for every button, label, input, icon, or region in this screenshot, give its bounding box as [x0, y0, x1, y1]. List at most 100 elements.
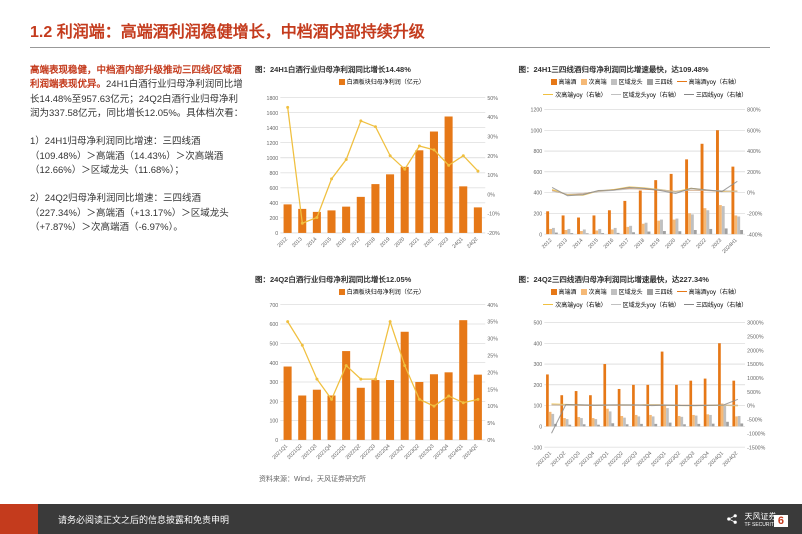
svg-text:2022: 2022: [695, 238, 708, 251]
chart-tr-title: 图：24H1三四线酒归母净利润同比增速最快，达109.48%: [519, 64, 773, 75]
svg-text:400%: 400%: [747, 149, 761, 155]
svg-text:1200: 1200: [530, 108, 542, 114]
chart-bl-title: 图：24Q2白酒行业归母净利润同比增长12.05%: [255, 274, 509, 285]
chart-br-title: 图：24Q2三四线酒归母净利润同比增速最快，达227.34%: [519, 274, 773, 285]
svg-text:400: 400: [269, 361, 278, 367]
svg-text:0: 0: [539, 232, 542, 238]
svg-text:600: 600: [533, 170, 542, 176]
svg-text:30%: 30%: [487, 134, 498, 140]
svg-text:-10%: -10%: [487, 212, 500, 218]
svg-text:2018: 2018: [633, 238, 646, 251]
footer: 请务必阅读正文之后的信息披露和免责申明 天风证券 TF SECURITIES: [0, 504, 802, 534]
content: 高端表现稳健，中档酒内部升级推动三四线/区域酒利润端表现优异。24H1白酒行业归…: [0, 56, 802, 484]
svg-text:1200: 1200: [267, 141, 279, 147]
svg-text:1800: 1800: [267, 96, 279, 102]
svg-text:2022: 2022: [423, 236, 436, 249]
charts-grid: 图：24H1白酒行业归母净利润同比增长14.48% 白酒板块归母净利润（亿元） …: [255, 64, 772, 484]
svg-text:500: 500: [533, 321, 542, 327]
svg-text:400: 400: [533, 341, 542, 347]
svg-text:2015: 2015: [587, 238, 600, 251]
svg-text:2012: 2012: [277, 236, 290, 249]
svg-text:0: 0: [275, 438, 278, 444]
svg-text:0%: 0%: [747, 404, 755, 410]
svg-text:200: 200: [269, 216, 278, 222]
footer-bar: 请务必阅读正文之后的信息披露和免责申明 天风证券 TF SECURITIES: [38, 504, 802, 534]
chart-tr-legend: 高端酒次高端区域龙头三四线高端酒yoy（右轴）次高端yoy（右轴）区域龙头yoy…: [519, 77, 773, 99]
svg-text:2013: 2013: [291, 236, 304, 249]
svg-text:200: 200: [533, 383, 542, 389]
svg-text:100: 100: [533, 404, 542, 410]
svg-text:2018: 2018: [364, 236, 377, 249]
svg-text:2015: 2015: [320, 236, 333, 249]
svg-text:40%: 40%: [487, 115, 498, 121]
svg-text:20%: 20%: [487, 154, 498, 160]
para-3: 2）24Q2归母净利润同比增速：三四线酒（227.34%）＞高端酒（+13.17…: [30, 192, 247, 235]
page-number: 6: [774, 515, 788, 527]
svg-text:2017: 2017: [350, 236, 363, 249]
footer-accent: [0, 504, 38, 534]
svg-text:2021: 2021: [408, 236, 421, 249]
svg-text:3000%: 3000%: [747, 321, 764, 327]
chart-tr: 图：24H1三四线酒归母净利润同比增速最快，达109.48% 高端酒次高端区域龙…: [519, 64, 773, 268]
svg-text:-400%: -400%: [747, 232, 763, 238]
svg-text:50%: 50%: [487, 96, 498, 102]
svg-text:40%: 40%: [487, 303, 498, 309]
svg-text:2021: 2021: [679, 238, 692, 251]
svg-text:1600: 1600: [267, 111, 279, 117]
svg-text:200: 200: [533, 211, 542, 217]
svg-text:2024Q2: 2024Q2: [462, 443, 480, 461]
page-title: 1.2 利润端：高端酒利润稳健增长，中档酒内部持续升级: [30, 18, 772, 42]
svg-text:-200%: -200%: [747, 211, 763, 217]
svg-text:2024H1: 2024H1: [721, 238, 738, 255]
svg-text:24Q2: 24Q2: [466, 236, 479, 249]
svg-text:700: 700: [269, 303, 278, 309]
svg-text:24Q1: 24Q1: [451, 236, 464, 249]
chart-br-body: -1000100200300400500-1500%-1000%-500%0%5…: [519, 311, 773, 484]
svg-text:2000%: 2000%: [747, 348, 764, 354]
svg-text:-1000%: -1000%: [747, 431, 765, 437]
svg-text:100: 100: [269, 419, 278, 425]
title-underline: [30, 47, 770, 48]
chart-tl-title: 图：24H1白酒行业归母净利润同比增长14.48%: [255, 64, 509, 75]
svg-text:10%: 10%: [487, 404, 498, 410]
svg-text:15%: 15%: [487, 387, 498, 393]
chart-bl-body: 01002003004005006007000%5%10%15%20%25%30…: [255, 298, 509, 472]
svg-text:1000%: 1000%: [747, 376, 764, 382]
svg-text:200: 200: [269, 399, 278, 405]
svg-text:1000: 1000: [530, 128, 542, 134]
svg-text:2013: 2013: [556, 238, 569, 251]
svg-text:2012: 2012: [540, 238, 553, 251]
svg-text:300: 300: [533, 362, 542, 368]
chart-tl: 图：24H1白酒行业归母净利润同比增长14.48% 白酒板块归母净利润（亿元） …: [255, 64, 509, 268]
svg-text:600: 600: [269, 186, 278, 192]
svg-text:0%: 0%: [487, 192, 495, 198]
svg-text:500: 500: [269, 341, 278, 347]
chart-bl: 图：24Q2白酒行业归母净利润同比增长12.05% 白酒板块归母净利润（亿元） …: [255, 274, 509, 484]
svg-text:-100: -100: [531, 445, 542, 451]
svg-text:600%: 600%: [747, 128, 761, 134]
svg-text:0: 0: [275, 231, 278, 237]
svg-text:35%: 35%: [487, 320, 498, 326]
chart-tl-legend: 白酒板块归母净利润（亿元）: [255, 77, 509, 86]
svg-text:2023: 2023: [438, 236, 451, 249]
svg-text:800: 800: [269, 171, 278, 177]
svg-text:2020: 2020: [394, 236, 407, 249]
svg-text:800%: 800%: [747, 108, 761, 114]
svg-text:0%: 0%: [487, 438, 495, 444]
svg-text:2024Q2: 2024Q2: [721, 451, 739, 469]
svg-text:2017: 2017: [618, 238, 631, 251]
svg-text:2023: 2023: [710, 238, 723, 251]
para-2: 1）24H1归母净利润同比增速：三四线酒（109.48%）＞高端酒（14.43%…: [30, 135, 247, 178]
svg-text:200%: 200%: [747, 170, 761, 176]
svg-text:2019: 2019: [649, 238, 662, 251]
svg-text:400: 400: [533, 191, 542, 197]
chart-br: 图：24Q2三四线酒归母净利润同比增速最快，达227.34% 高端酒次高端区域龙…: [519, 274, 773, 484]
svg-text:400: 400: [269, 201, 278, 207]
svg-text:20%: 20%: [487, 370, 498, 376]
svg-text:1500%: 1500%: [747, 362, 764, 368]
svg-text:1000: 1000: [267, 156, 279, 162]
svg-text:2014: 2014: [571, 238, 584, 251]
svg-text:25%: 25%: [487, 354, 498, 360]
svg-text:5%: 5%: [487, 421, 495, 427]
svg-text:1400: 1400: [267, 126, 279, 132]
